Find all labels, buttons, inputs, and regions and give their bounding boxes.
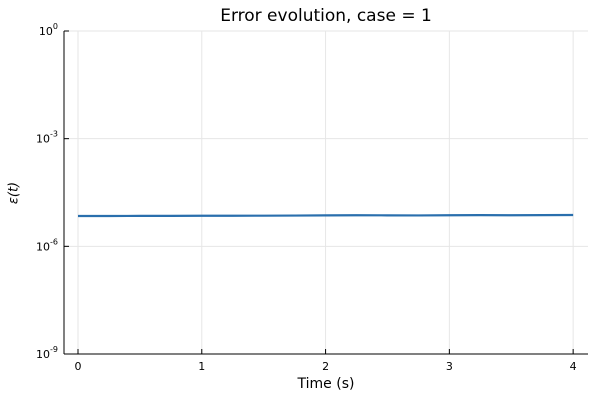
x-tick-label: 4 xyxy=(570,360,577,373)
x-tick-label: 3 xyxy=(446,360,453,373)
y-tick-label: 10-3 xyxy=(36,130,58,146)
y-tick-label: 10-6 xyxy=(36,237,58,253)
x-tick-label: 2 xyxy=(322,360,329,373)
x-axis-label: Time (s) xyxy=(297,376,355,392)
x-tick-label: 1 xyxy=(198,360,205,373)
y-tick-label: 100 xyxy=(39,22,58,38)
data-line xyxy=(77,213,574,218)
chart-title: Error evolution, case = 1 xyxy=(220,6,432,26)
y-tick-label: 10-9 xyxy=(36,345,58,361)
y-axis-label: ε(t) xyxy=(7,182,22,204)
x-tick-label: 0 xyxy=(74,360,81,373)
